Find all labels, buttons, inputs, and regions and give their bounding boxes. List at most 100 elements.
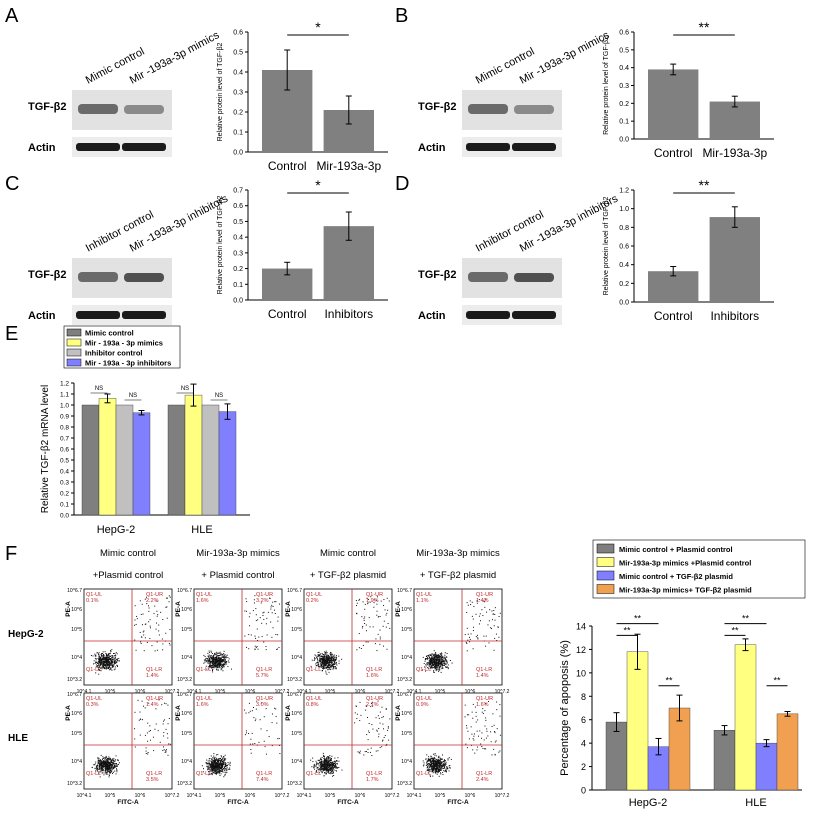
event-dot [311,766,313,768]
event-dot [476,749,478,751]
event-dot [100,660,102,662]
event-dot [220,669,222,671]
event-dot [432,761,434,763]
event-dot [147,753,149,755]
event-dot [330,759,332,761]
event-dot [324,764,326,766]
event-dot [319,653,321,655]
event-dot [108,761,110,763]
event-dot [322,666,324,668]
event-dot [439,653,441,655]
event-dot [330,773,332,775]
event-dot [435,770,437,772]
event-dot [496,639,498,641]
event-dot [117,760,119,762]
event-dot [99,661,101,663]
event-dot [116,653,118,655]
event-dot [439,662,441,664]
event-dot [332,654,334,656]
event-dot [103,763,105,765]
event-dot [442,761,444,763]
x-tick-label: 10^7.2 [385,689,400,695]
event-dot [224,657,226,659]
event-dot [367,602,369,604]
event-dot [482,600,484,602]
event-dot [106,772,108,774]
event-dot [114,763,116,765]
event-dot [385,626,387,628]
y-tick-label: 10^5 [291,627,302,633]
event-dot [316,769,318,771]
event-dot [445,763,447,765]
y-axis-label: PE-A [285,705,292,721]
event-dot [105,760,107,762]
event-dot [426,658,428,660]
event-dot [448,770,450,772]
event-dot [115,658,117,660]
event-dot [330,668,332,670]
event-dot [494,754,496,756]
event-dot [277,616,279,618]
event-dot [223,776,225,778]
event-dot [108,657,110,659]
event-dot [209,665,211,667]
quadrant-value: 1.4% [146,702,159,708]
event-dot [438,771,440,773]
event-dot [209,666,211,668]
event-dot [214,771,216,773]
event-dot [222,757,224,759]
event-dot [98,660,100,662]
event-dot [330,764,332,766]
event-dot [490,741,492,743]
y-axis-label: PE-A [175,705,182,721]
event-dot [320,765,322,767]
event-dot [106,665,108,667]
event-dot [158,624,160,626]
event-dot [322,766,324,768]
quadrant-value: 2.2% [146,598,159,604]
event-dot [212,761,214,763]
event-dot [317,759,319,761]
event-dot [211,768,213,770]
event-dot [260,728,262,730]
event-dot [478,623,480,625]
event-dot [209,773,211,775]
event-dot [250,749,252,751]
event-dot [431,661,433,663]
event-dot [485,635,487,637]
event-dot [433,663,435,665]
event-dot [92,663,94,665]
quadrant-value: 1.1% [416,598,429,604]
event-dot [224,654,226,656]
event-dot [95,655,97,657]
y-tick-label: 10^6 [401,607,412,613]
event-dot [105,756,107,758]
event-dot [366,597,368,599]
event-dot [328,766,330,768]
y-tick-label: 0.3 [619,83,629,90]
x-tick-label: 10^5 [325,793,336,799]
event-dot [329,763,331,765]
event-dot [212,757,214,759]
event-dot [321,666,323,668]
event-dot [481,711,483,713]
panel-letter-E: E [5,323,18,345]
event-dot [223,665,225,667]
event-dot [156,622,158,624]
event-dot [365,624,367,626]
event-dot [442,655,444,657]
event-dot [429,759,431,761]
event-dot [110,759,112,761]
event-dot [440,763,442,765]
event-dot [258,741,260,743]
event-dot [432,664,434,666]
event-dot [330,656,332,658]
event-dot [113,666,115,668]
event-dot [103,661,105,663]
event-dot [224,662,226,664]
event-dot [209,770,211,772]
event-dot [430,767,432,769]
event-dot [98,765,100,767]
event-dot [485,645,487,647]
event-dot [428,763,430,765]
